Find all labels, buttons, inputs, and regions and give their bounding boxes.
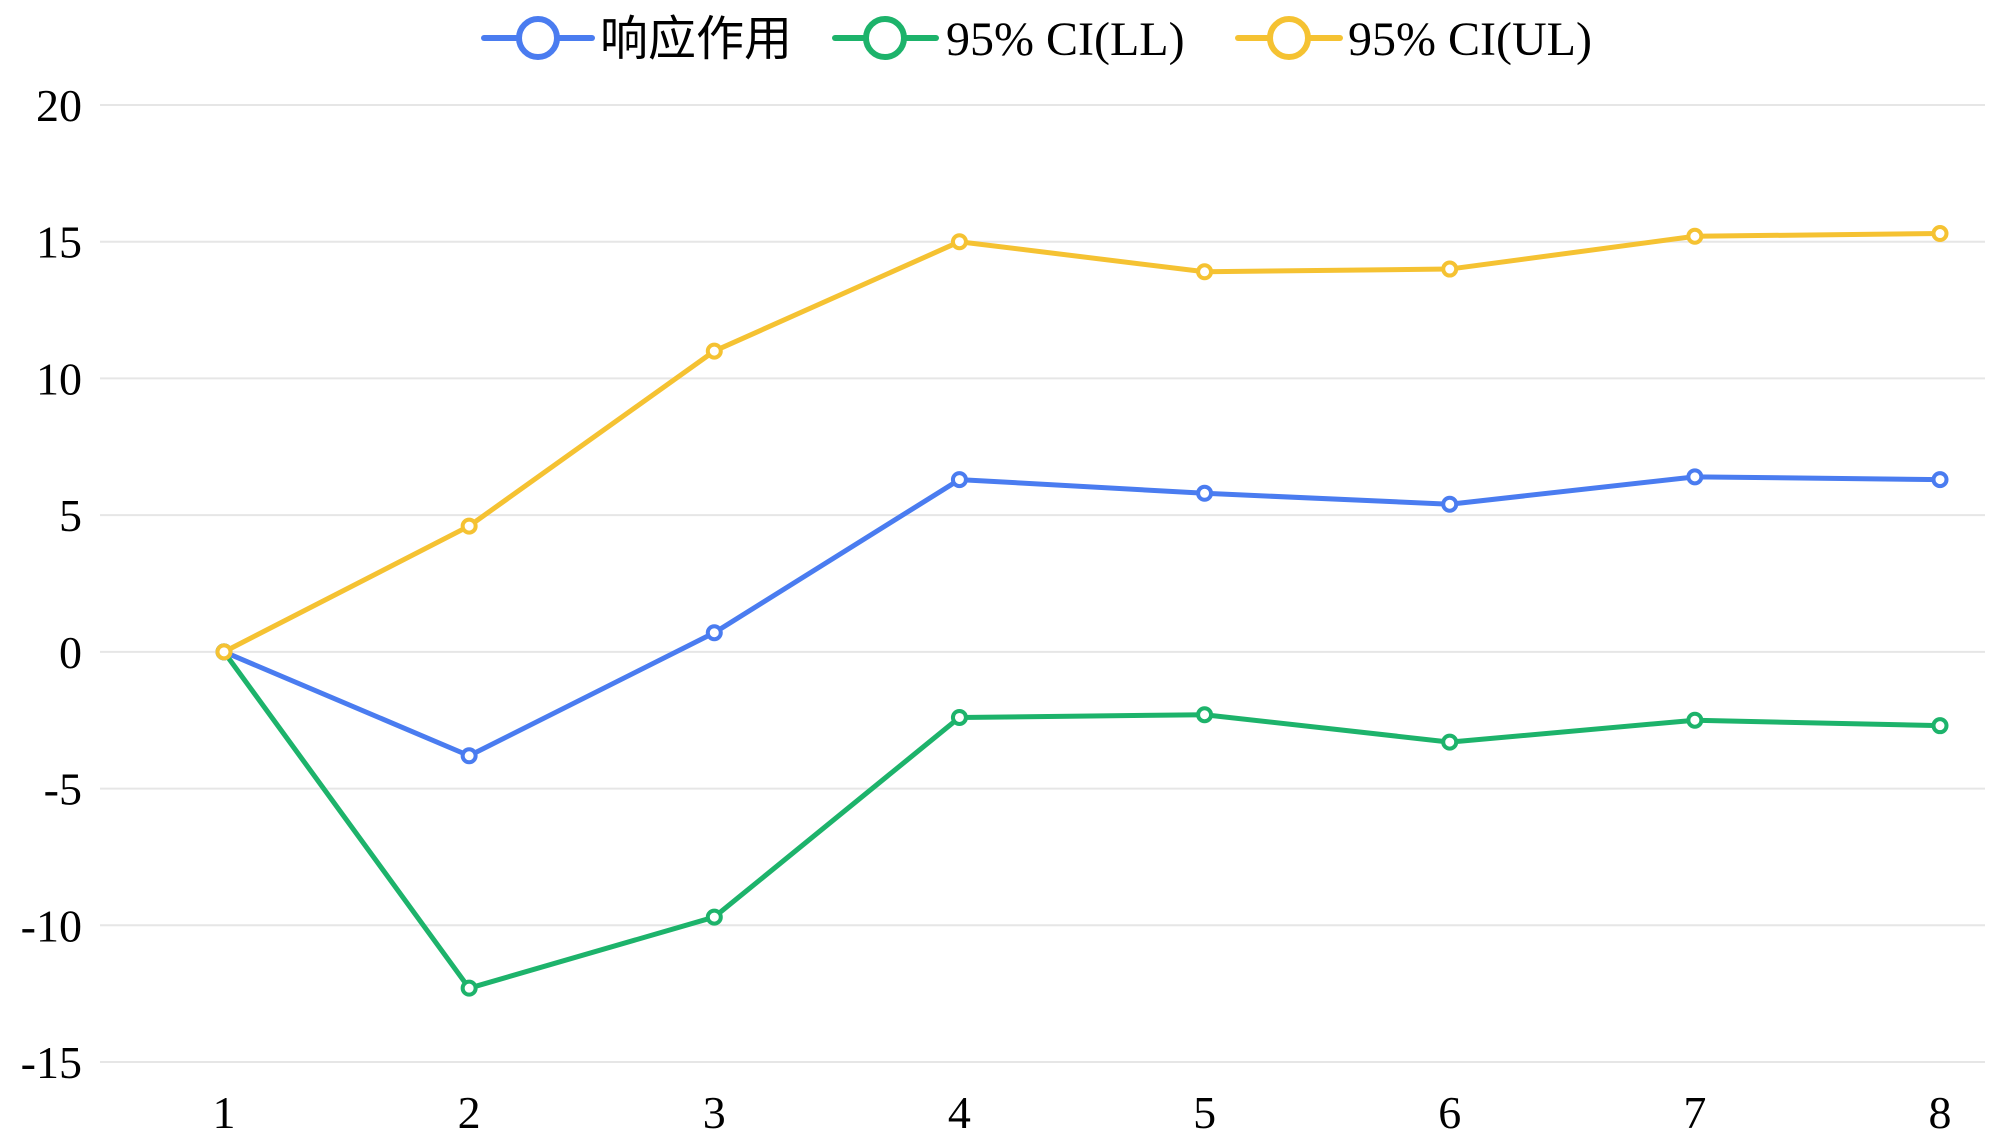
x-tick-label: 5 [1193, 1087, 1216, 1138]
data-point [1931, 717, 1949, 735]
y-tick-label: 15 [36, 217, 82, 268]
legend-item-0: 响应作用 [481, 13, 792, 66]
legend-item-2: 95% CI(UL) [1235, 13, 1592, 66]
data-point [1196, 706, 1214, 724]
data-point [1686, 468, 1704, 486]
legend-label: 响应作用 [600, 13, 792, 66]
data-point [1441, 495, 1459, 513]
data-point [1931, 471, 1949, 489]
x-tick-label: 3 [703, 1087, 726, 1138]
x-tick-label: 7 [1683, 1087, 1706, 1138]
data-point [950, 471, 968, 489]
x-tick-label: 8 [1929, 1087, 1952, 1138]
chart-grid [100, 104, 1985, 1063]
series-line [221, 474, 1943, 759]
series-line [221, 649, 1943, 991]
chart-legend: 响应作用 95% CI(LL) 95% CI(UL) [481, 13, 1592, 66]
data-point [460, 747, 478, 765]
y-tick-label: 20 [36, 80, 82, 131]
data-point [1931, 225, 1949, 243]
y-tick-label: -10 [21, 900, 82, 951]
data-point [705, 908, 723, 926]
x-tick-label: 4 [948, 1087, 971, 1138]
y-tick-label: 0 [59, 627, 82, 678]
x-axis-ticks: 1 2 3 4 5 6 7 8 [213, 1087, 1952, 1138]
y-tick-label: 5 [59, 490, 82, 541]
data-point [1686, 711, 1704, 729]
x-tick-label: 2 [458, 1087, 481, 1138]
data-point [460, 979, 478, 997]
y-tick-label: -5 [44, 764, 82, 815]
x-tick-label: 6 [1438, 1087, 1461, 1138]
y-axis-ticks: 20 15 10 5 0 -5 -10 -15 [21, 80, 82, 1088]
data-point [950, 233, 968, 251]
legend-label: 95% CI(UL) [1348, 13, 1592, 66]
data-point [1441, 260, 1459, 278]
data-point [705, 342, 723, 360]
legend-marker-icon [516, 16, 560, 60]
data-point [1196, 263, 1214, 281]
series-2 [215, 225, 1949, 661]
legend-marker-icon [1267, 16, 1311, 60]
data-point [1196, 484, 1214, 502]
data-point [1441, 733, 1459, 751]
data-point [460, 517, 478, 535]
y-tick-label: 10 [36, 353, 82, 404]
series-line [221, 231, 1943, 655]
y-tick-label: -15 [21, 1037, 82, 1088]
legend-item-1: 95% CI(LL) [832, 13, 1185, 66]
x-tick-label: 1 [213, 1087, 236, 1138]
legend-label: 95% CI(LL) [946, 13, 1185, 66]
chart-series [215, 225, 1949, 997]
legend-marker-icon [863, 16, 907, 60]
data-point [215, 643, 233, 661]
data-point [705, 624, 723, 642]
data-point [950, 708, 968, 726]
series-1 [215, 643, 1949, 997]
data-point [1686, 227, 1704, 245]
